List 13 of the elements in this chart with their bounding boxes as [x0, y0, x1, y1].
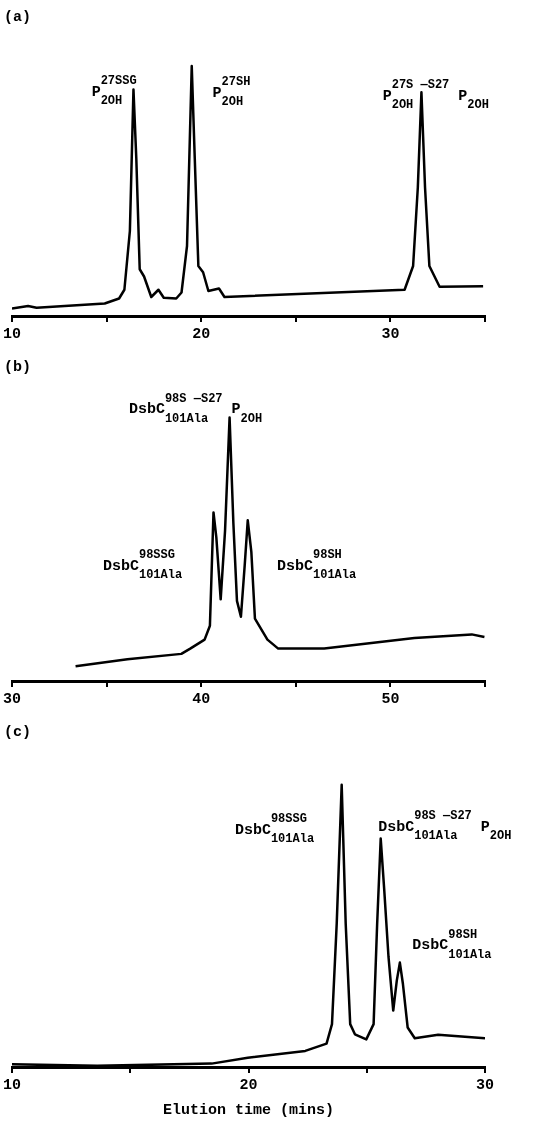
x-tick-label: 30 — [475, 1076, 495, 1094]
chart-title: (a) — [4, 8, 32, 26]
x-tick-label: 30 — [2, 690, 22, 708]
x-tick-label: 30 — [381, 325, 400, 343]
chart-title: (c) — [4, 723, 32, 741]
x-tick-label: 50 — [381, 690, 400, 708]
x-tick-label: 10 — [2, 325, 22, 343]
x-tick-label: 10 — [2, 1076, 22, 1094]
chart-title: (b) — [4, 358, 32, 376]
x-tick-label: 40 — [192, 690, 211, 708]
x-axis-title: Elution time (mins) — [162, 1101, 335, 1119]
x-tick-label: 20 — [192, 325, 211, 343]
x-tick-label: 20 — [239, 1076, 258, 1094]
